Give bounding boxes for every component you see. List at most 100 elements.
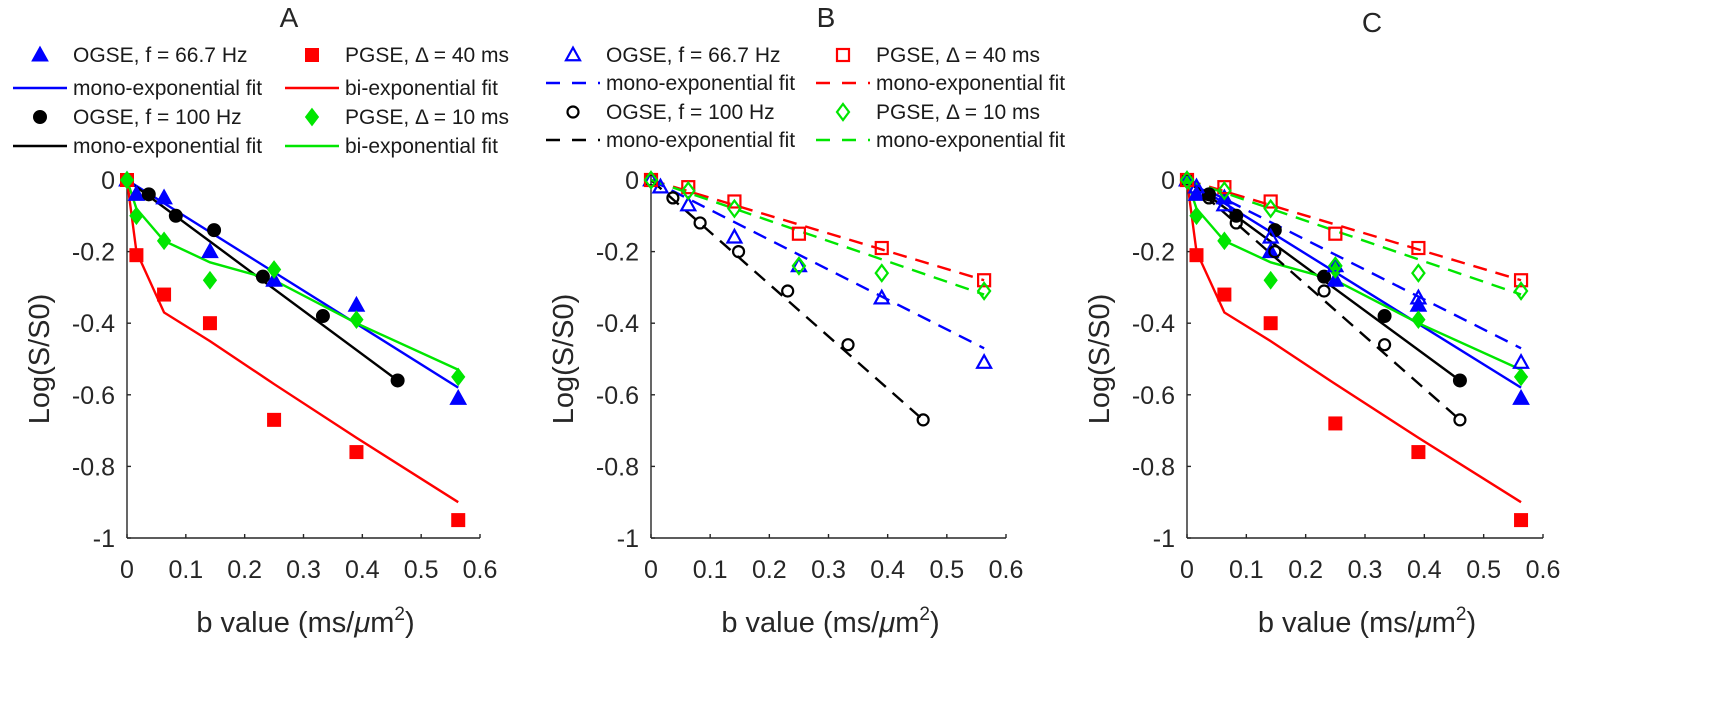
data-point-square xyxy=(1263,194,1278,209)
legend-entry: bi-exponential fit xyxy=(285,135,498,158)
data-point-square xyxy=(1328,416,1343,431)
y-tick-label: -1 xyxy=(1153,525,1175,553)
legend-label: bi-exponential fit xyxy=(345,77,498,100)
data-point-diamond xyxy=(874,263,890,283)
y-tick-label: -0.4 xyxy=(1132,310,1175,338)
fit-line xyxy=(1186,178,1522,282)
data-point-circle xyxy=(1452,373,1467,388)
data-point-circle xyxy=(168,208,183,223)
data-point-circle xyxy=(315,309,330,324)
legend-label: OGSE, f = 66.7 Hz xyxy=(606,44,781,67)
x-tick-label: 0.3 xyxy=(1348,556,1383,584)
legend-entry: mono-exponential fit xyxy=(13,135,262,158)
data-point-triangle xyxy=(1261,242,1280,259)
data-point-square xyxy=(202,316,217,331)
data-point-circle xyxy=(255,269,270,284)
legend-marker-triangle xyxy=(564,45,582,62)
legend-label: OGSE, f = 100 Hz xyxy=(606,101,775,124)
x-tick-label: 0.6 xyxy=(1526,556,1561,584)
data-point-triangle xyxy=(725,227,744,244)
x-tick-label: 0.2 xyxy=(227,556,262,584)
legend-label: OGSE, f = 66.7 Hz xyxy=(73,44,248,67)
data-point-square xyxy=(349,445,364,460)
x-tick-label: 0.5 xyxy=(404,556,439,584)
legend-entry: mono-exponential fit xyxy=(816,72,1065,95)
legend-entry: PGSE, Δ = 10 ms xyxy=(304,106,509,129)
y-tick-label: 0 xyxy=(625,167,639,195)
data-point-diamond xyxy=(976,281,992,301)
x-tick-label: 0.5 xyxy=(929,556,964,584)
y-tick-label: -0.2 xyxy=(1132,239,1175,267)
legend-entry: PGSE, Δ = 40 ms xyxy=(305,44,509,67)
data-point-square xyxy=(874,240,889,256)
x-axis-label-sup: 2 xyxy=(394,604,405,625)
panel-a: A 0 0.1 0.2 0.3 0.4 0.5 0.6 0 -0.2 -0.4 -0.6 -0.8 -1 b… xyxy=(13,2,509,639)
data-point-triangle xyxy=(1215,195,1234,212)
data-point-triangle xyxy=(127,184,146,201)
data-point-circle xyxy=(1453,413,1467,427)
x-tick-label: 0 xyxy=(120,556,134,584)
legend-label: mono-exponential fit xyxy=(876,129,1065,152)
data-point-diamond xyxy=(1411,310,1426,329)
data-point-square xyxy=(1411,445,1426,460)
x-tick-label: 0.3 xyxy=(286,556,321,584)
data-point-circle xyxy=(916,413,930,427)
data-point-circle xyxy=(1229,216,1243,230)
y-tick-label: -0.6 xyxy=(1132,382,1175,410)
data-point-circle xyxy=(1317,284,1331,298)
y-tick-label: -0.8 xyxy=(596,453,639,481)
x-tick-label: 0.6 xyxy=(463,556,498,584)
x-tick-label: 0.3 xyxy=(811,556,846,584)
y-axis-label: Log(S/S0) xyxy=(24,294,56,425)
data-point-circle xyxy=(390,373,405,388)
data-point-circle xyxy=(1317,269,1332,284)
legend-entry: mono-exponential fit xyxy=(13,77,262,100)
data-point-square xyxy=(1513,273,1529,288)
data-point-diamond xyxy=(119,170,135,190)
y-tick-label: -0.8 xyxy=(72,453,115,481)
data-point-diamond xyxy=(156,231,172,251)
data-point-circle xyxy=(666,191,680,205)
data-point-square xyxy=(977,273,992,288)
data-point-diamond xyxy=(451,367,466,387)
x-tick-label: 0.6 xyxy=(989,556,1024,584)
legend-marker-square xyxy=(305,48,319,62)
panel-c: C 0 0.1 0.2 0.3 0.4 0.5 0.6 0 -0.2 -0.4 -0.6 -0.8 -1 b… xyxy=(1084,7,1560,639)
data-point-triangle xyxy=(1409,288,1428,305)
data-point-diamond xyxy=(129,206,144,226)
x-axis-label-main: b value (ms/ xyxy=(196,607,355,639)
data-point-diamond xyxy=(1263,270,1278,290)
legend-label: mono-exponential fit xyxy=(606,72,795,95)
fit-line xyxy=(1185,179,1522,371)
data-point-triangle xyxy=(1326,270,1345,287)
panel-b: B 0 0.1 0.2 0.3 0.4 0.5 0.6 0 -0.2 -0.4 -0.6 -0.8 -1 b… xyxy=(546,2,1065,639)
x-axis-label-close: ) xyxy=(405,607,415,639)
legend-entry: mono-exponential fit xyxy=(816,129,1065,152)
data-point-triangle xyxy=(1512,388,1530,405)
data-point-circle xyxy=(141,187,156,202)
data-point-square xyxy=(1328,226,1343,241)
data-point-diamond xyxy=(1179,170,1195,190)
x-tick-label: 0.5 xyxy=(1466,556,1501,584)
data-point-diamond xyxy=(643,170,659,190)
legend-label: mono-exponential fit xyxy=(606,129,795,152)
legend-entry: OGSE, f = 66.7 Hz xyxy=(564,44,781,67)
panel-title: A xyxy=(280,2,299,33)
data-point-diamond xyxy=(1189,206,1204,226)
data-point-square xyxy=(1217,287,1232,302)
data-point-triangle xyxy=(1326,256,1345,273)
data-point-triangle xyxy=(975,352,993,369)
x-tick-label: 0 xyxy=(644,556,658,584)
x-axis-label-close: ) xyxy=(930,607,940,639)
x-axis-label-main: b value (ms/ xyxy=(721,607,880,639)
legend-entry: OGSE, f = 100 Hz xyxy=(566,101,775,124)
x-tick-label: 0.4 xyxy=(870,556,905,584)
x-tick-label: 0.2 xyxy=(752,556,787,584)
data-point-diamond xyxy=(1411,263,1426,283)
panel-title: C xyxy=(1362,7,1382,38)
legend-marker-square xyxy=(835,47,851,63)
data-point-circle xyxy=(841,338,855,352)
data-point-square xyxy=(451,513,466,528)
data-point-square xyxy=(727,194,742,209)
data-point-square xyxy=(1263,316,1278,331)
